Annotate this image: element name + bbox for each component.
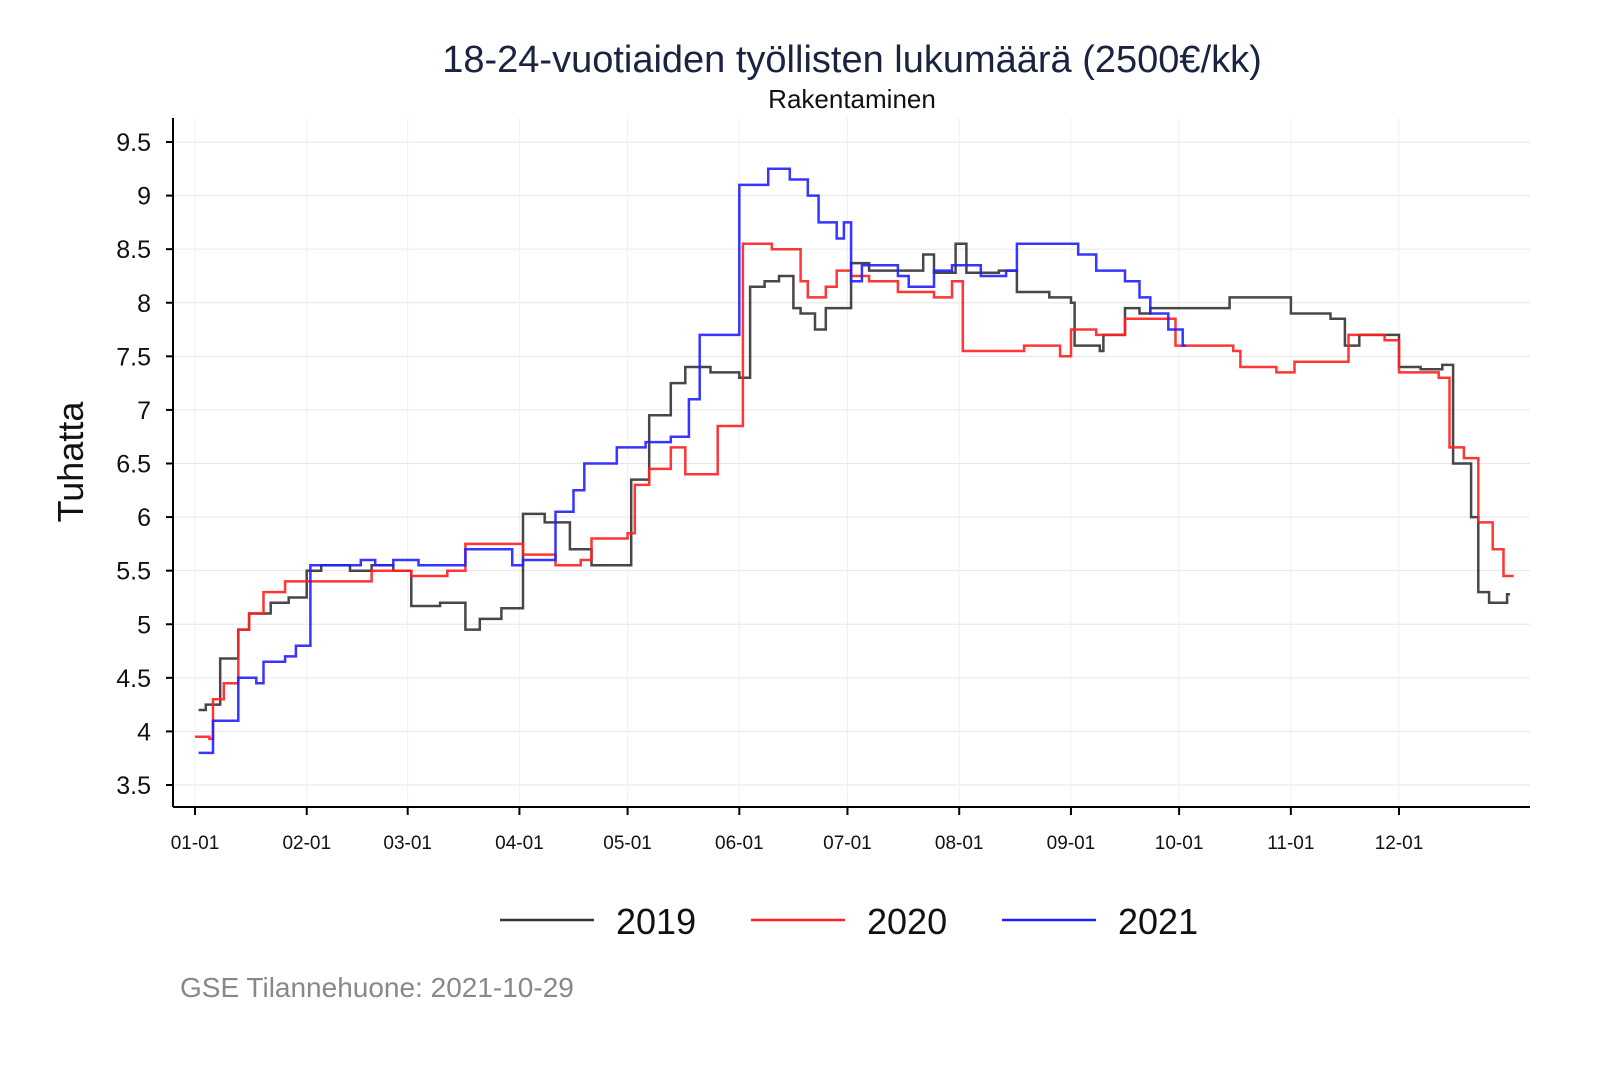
x-tick-label: 01-01 xyxy=(171,833,220,854)
y-tick-label: 6 xyxy=(137,504,151,532)
series-lines xyxy=(195,167,1514,755)
chart-subtitle: Rakentaminen xyxy=(768,84,936,114)
y-tick-label: 9.5 xyxy=(116,129,151,157)
y-tick-label: 4 xyxy=(137,718,151,746)
series-line-2019 xyxy=(198,242,1511,712)
y-tick-label: 3.5 xyxy=(116,772,151,800)
x-axis: 01-01 02-01 03-01 04-01 05-01 06-01 07-01 08-01… xyxy=(171,807,1424,854)
x-tick-label: 11-01 xyxy=(1267,833,1314,854)
series-line-2021 xyxy=(198,167,1186,755)
y-tick-label: 5 xyxy=(137,611,151,639)
x-tick-label: 02-01 xyxy=(282,833,331,854)
caption: GSE Tilannehuone: 2021-10-29 xyxy=(180,972,574,1003)
legend-label-2021: 2021 xyxy=(1118,901,1198,942)
legend: 2019 2020 2021 xyxy=(500,901,1198,942)
x-tick-label: 06-01 xyxy=(715,833,764,854)
y-axis: 3.5 4 4.5 5 5.5 6 6.5 7 7.5 8 8.5 9 9.5 xyxy=(116,129,173,800)
y-tick-label: 4.5 xyxy=(116,665,151,693)
y-tick-label: 7.5 xyxy=(116,343,151,371)
y-tick-label: 7 xyxy=(137,397,151,425)
y-axis-label: Tuhatta xyxy=(50,401,91,523)
legend-label-2019: 2019 xyxy=(616,901,696,942)
x-tick-label: 03-01 xyxy=(383,833,432,854)
y-tick-label: 8.5 xyxy=(116,236,151,264)
x-tick-label: 08-01 xyxy=(935,833,984,854)
gridlines xyxy=(173,118,1530,807)
x-tick-label: 09-01 xyxy=(1047,833,1096,854)
y-tick-label: 9 xyxy=(137,183,151,211)
legend-label-2020: 2020 xyxy=(867,901,947,942)
x-tick-label: 07-01 xyxy=(823,833,872,854)
series-line-2020 xyxy=(195,242,1514,741)
x-tick-label: 05-01 xyxy=(603,833,652,854)
y-tick-label: 6.5 xyxy=(116,451,151,479)
y-tick-label: 5.5 xyxy=(116,558,151,586)
y-tick-label: 8 xyxy=(137,290,151,318)
x-tick-label: 04-01 xyxy=(495,833,544,854)
x-tick-label: 12-01 xyxy=(1375,833,1424,854)
chart-title: 18-24-vuotiaiden työllisten lukumäärä (2… xyxy=(442,39,1262,81)
x-tick-label: 10-01 xyxy=(1155,833,1204,854)
